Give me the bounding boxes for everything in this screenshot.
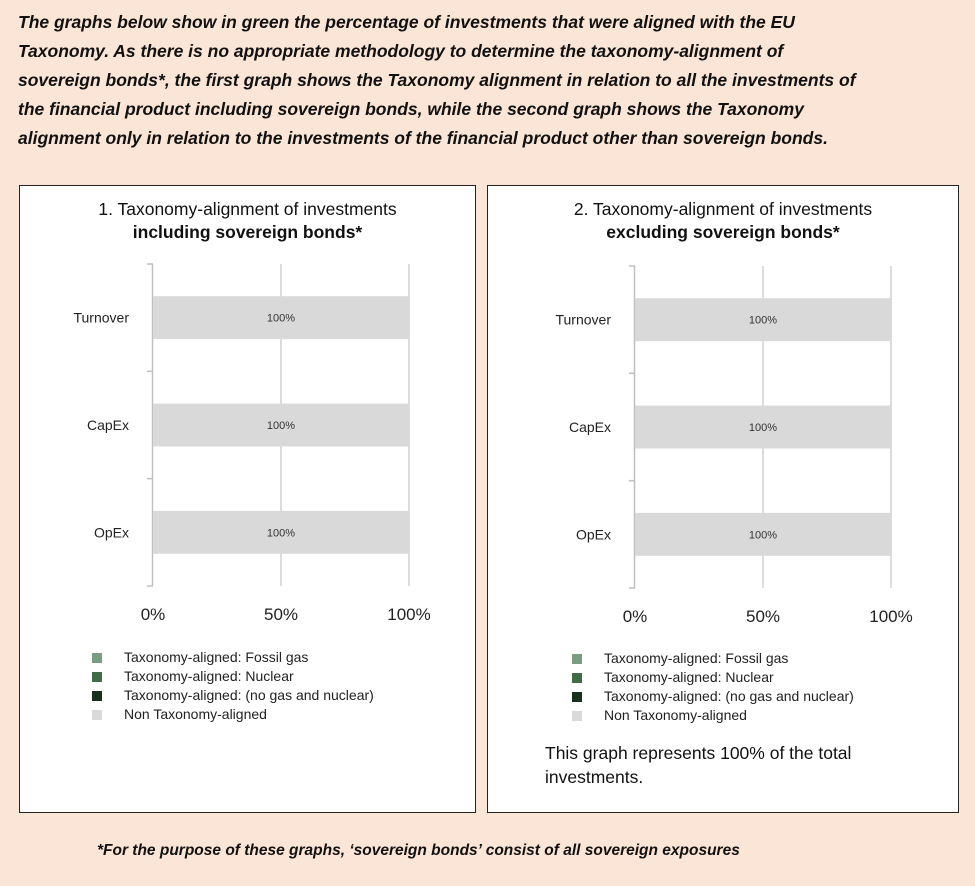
- legend-label: Non Taxonomy-aligned: [604, 707, 747, 723]
- chart-panel-excluding: 2. Taxonomy-alignment of investments exc…: [487, 185, 959, 813]
- legend-item: Taxonomy-aligned: Fossil gas: [92, 648, 374, 667]
- intro-line: the financial product including sovereig…: [18, 99, 804, 119]
- legend-label: Taxonomy-aligned: Nuclear: [124, 668, 294, 684]
- bar-segment: [635, 298, 891, 342]
- chart-title: 1. Taxonomy-alignment of investments inc…: [20, 198, 475, 244]
- legend-item: Taxonomy-aligned: (no gas and nuclear): [572, 687, 854, 706]
- legend-label: Taxonomy-aligned: Fossil gas: [124, 649, 309, 665]
- legend-swatch: [572, 710, 582, 721]
- legend-item: Non Taxonomy-aligned: [572, 706, 854, 725]
- bar-segment: [153, 296, 409, 340]
- bar-chart-including: Turnover 100% CapEx 100% OpEx 100% 0% 50% 100%: [73, 263, 431, 624]
- legend-label: Taxonomy-aligned: Fossil gas: [604, 650, 789, 666]
- legend-item: Non Taxonomy-aligned: [92, 705, 374, 724]
- legend-item: Taxonomy-aligned: (no gas and nuclear): [92, 686, 374, 705]
- legend-item: Taxonomy-aligned: Nuclear: [92, 667, 374, 686]
- category-label: CapEx: [569, 419, 611, 435]
- chart-subtitle: including sovereign bonds*: [132, 222, 363, 242]
- category-label: Turnover: [73, 310, 129, 326]
- legend-item: Taxonomy-aligned: Fossil gas: [572, 649, 854, 668]
- data-label: 100%: [749, 529, 777, 541]
- bar-segment: [153, 510, 409, 554]
- intro-line: The graphs below show in green the perce…: [18, 12, 795, 32]
- chart-subtitle: excluding sovereign bonds*: [606, 222, 840, 242]
- category-label: CapEx: [87, 417, 129, 433]
- legend-swatch: [92, 709, 102, 720]
- bar-chart-excluding: Turnover 100% CapEx 100% OpEx 100% 0% 50% 100%: [555, 265, 913, 626]
- chart-legend: Taxonomy-aligned: Fossil gas Taxonomy-ali…: [92, 648, 374, 724]
- legend-swatch: [92, 671, 102, 682]
- bar-segment: [153, 403, 409, 447]
- legend-label: Taxonomy-aligned: Nuclear: [604, 669, 774, 685]
- chart-title: 2. Taxonomy-alignment of investments exc…: [488, 198, 958, 244]
- legend-label: Non Taxonomy-aligned: [124, 706, 267, 722]
- legend-swatch: [572, 653, 582, 664]
- category-label: Turnover: [555, 312, 611, 328]
- x-tick-label: 100%: [387, 605, 430, 624]
- bar-segment: [635, 512, 891, 556]
- legend-swatch: [92, 652, 102, 663]
- legend-label: Taxonomy-aligned: (no gas and nuclear): [124, 687, 374, 703]
- legend-swatch: [92, 690, 102, 701]
- intro-line: Taxonomy. As there is no appropriate met…: [18, 41, 784, 61]
- data-label: 100%: [749, 315, 777, 327]
- data-label: 100%: [749, 422, 777, 434]
- coverage-note: This graph represents 100% of the total …: [545, 743, 852, 787]
- data-label: 100%: [267, 313, 295, 325]
- legend-label: Taxonomy-aligned: (no gas and nuclear): [604, 688, 854, 704]
- chart-title-line: 2. Taxonomy-alignment of investments: [573, 199, 873, 219]
- intro-line: sovereign bonds*, the first graph shows …: [18, 70, 856, 90]
- legend-swatch: [572, 691, 582, 702]
- x-tick-label: 50%: [746, 607, 780, 626]
- category-label: OpEx: [94, 524, 129, 540]
- footnote: *For the purpose of these graphs, ‘sover…: [97, 842, 740, 859]
- data-label: 100%: [267, 527, 295, 539]
- legend-item: Taxonomy-aligned: Nuclear: [572, 668, 854, 687]
- chart-title-line: 1. Taxonomy-alignment of investments: [98, 199, 397, 219]
- intro-text: The graphs below show in green the perce…: [18, 8, 963, 153]
- x-tick-label: 50%: [264, 605, 298, 624]
- bar-segment: [635, 405, 891, 449]
- x-tick-label: 0%: [141, 605, 166, 624]
- chart-legend: Taxonomy-aligned: Fossil gas Taxonomy-ali…: [572, 649, 854, 725]
- x-tick-label: 100%: [869, 607, 912, 626]
- chart-panel-including: 1. Taxonomy-alignment of investments inc…: [19, 185, 476, 813]
- intro-line: alignment only in relation to the invest…: [18, 128, 828, 148]
- category-label: OpEx: [576, 526, 611, 542]
- data-label: 100%: [267, 420, 295, 432]
- legend-swatch: [572, 672, 582, 683]
- x-tick-label: 0%: [623, 607, 648, 626]
